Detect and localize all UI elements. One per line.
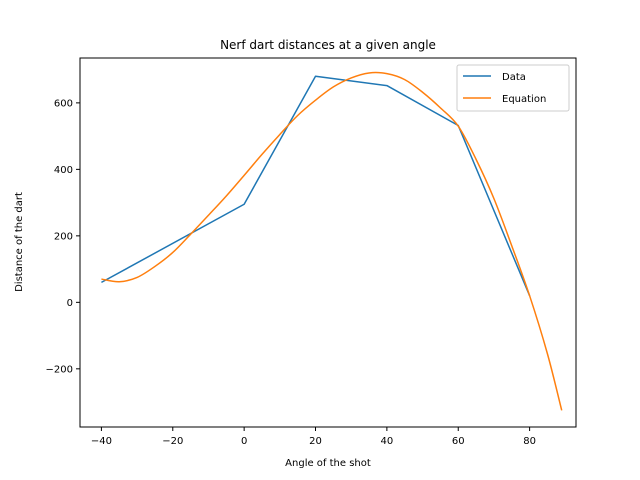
chart-title: Nerf dart distances at a given angle [220, 38, 436, 52]
series-line-data [101, 75, 531, 296]
y-tick-label: 600 [54, 98, 73, 109]
legend: Data Equation [456, 64, 570, 112]
series-line-equation [101, 71, 563, 411]
x-tick-label: 60 [452, 436, 465, 447]
y-tick-label: 0 [67, 298, 73, 309]
x-tick-label: −40 [91, 436, 112, 447]
x-axis-label: Angle of the shot [285, 458, 371, 469]
x-tick-label: 80 [523, 436, 536, 447]
plot-frame [79, 57, 577, 428]
y-axis-label: Distance of the dart [14, 192, 25, 292]
x-tick-label: −20 [162, 436, 183, 447]
x-tick-label: 20 [309, 436, 322, 447]
x-tick-label: 0 [241, 436, 247, 447]
y-tick-label: 400 [54, 165, 73, 176]
y-axis: −200 0 200 400 600 [46, 98, 80, 375]
legend-label-equation: Equation [502, 94, 546, 105]
x-tick-label: 40 [381, 436, 394, 447]
series-layer [101, 71, 563, 411]
x-axis: −40 −20 0 20 40 60 80 [91, 427, 536, 447]
plot-area [79, 57, 577, 428]
y-tick-label: 200 [54, 231, 73, 242]
y-tick-label: −200 [46, 364, 73, 375]
legend-label-data: Data [502, 72, 526, 83]
